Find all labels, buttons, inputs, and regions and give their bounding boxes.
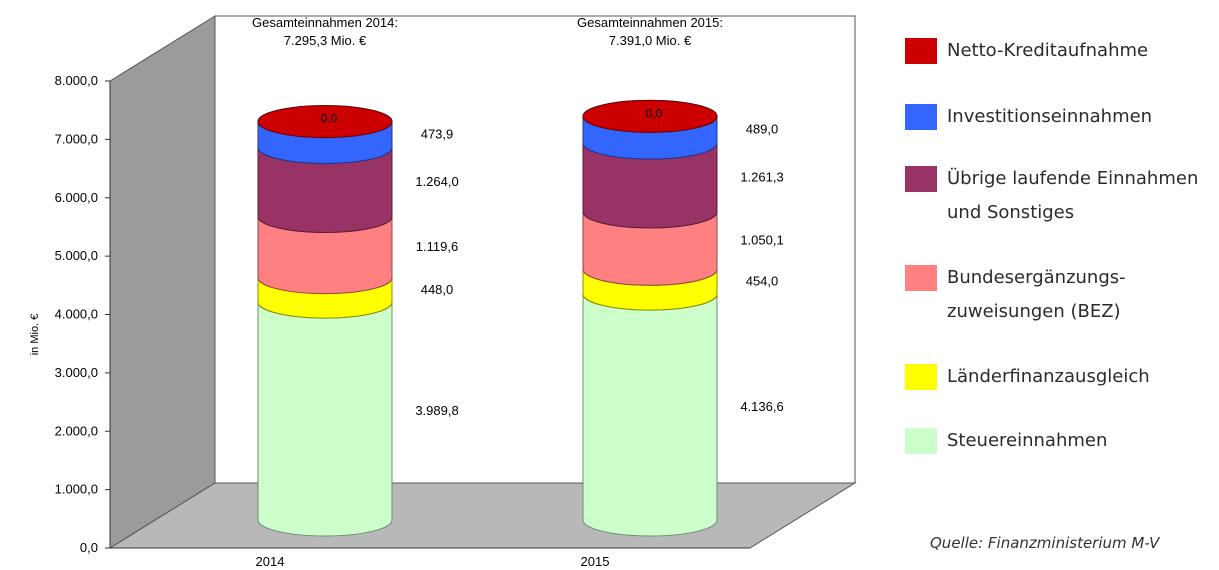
data-label: 1.119,6	[416, 239, 458, 254]
legend-swatch	[905, 428, 937, 454]
bar-segment	[257, 146, 393, 233]
y-tick-label: 4.000,0	[55, 307, 98, 322]
chart-svg: 0,0 1.000,0 2.000,0 3.000,0 4.000,0 5.000,0 6.…	[29, 15, 857, 569]
data-label: 489,0	[746, 122, 779, 137]
legend-item: Netto-Kreditaufnahme	[905, 38, 1219, 68]
y-axis-title: in Mio. €	[29, 314, 41, 356]
data-label: 454,0	[746, 274, 779, 289]
bar-segment	[257, 301, 393, 537]
legend-swatch	[905, 166, 937, 192]
legend-swatch	[905, 38, 937, 64]
total-label-line1: Gesamteinnahmen 2014:	[252, 15, 398, 30]
legend-item: Investitionseinnahmen	[905, 104, 1219, 134]
bar-segment	[582, 211, 718, 286]
source-note: Quelle: Finanzministerium M-V	[930, 534, 1160, 552]
bar-segment	[582, 142, 718, 229]
legend-label: Netto-Kreditaufnahme	[947, 40, 1149, 61]
x-tick-label: 2015	[581, 554, 610, 569]
bar-top-cap	[257, 105, 393, 139]
floor	[108, 482, 857, 549]
legend-item: Steuereinnahmen	[905, 428, 1219, 458]
y-tick-label: 1.000,0	[55, 482, 98, 497]
y-tick-label: 0,0	[80, 540, 98, 555]
legend: Netto-Kreditaufnahme Investitionseinnahme…	[905, 0, 1219, 570]
y-tick-label: 2.000,0	[55, 423, 98, 438]
legend-label: Investitionseinnahmen	[947, 106, 1153, 127]
y-tick-label: 8.000,0	[55, 73, 98, 88]
y-tick-label: 7.000,0	[55, 131, 98, 146]
bar-segment	[582, 293, 718, 537]
legend-item: Bundesergänzungs- zuweisungen (BEZ)	[905, 265, 1219, 329]
data-label: 473,9	[421, 127, 454, 142]
legend-swatch	[905, 265, 937, 291]
legend-swatch	[905, 104, 937, 130]
data-label: 4.136,6	[740, 399, 783, 414]
data-label: 1.050,1	[740, 233, 783, 248]
data-label: 0,0	[646, 106, 663, 120]
x-tick-label: 2014	[256, 554, 285, 569]
legend-label: Länderfinanzausgleich	[947, 366, 1150, 387]
total-label-line2: 7.295,3 Mio. €	[284, 33, 367, 48]
chart: 0,0 1.000,0 2.000,0 3.000,0 4.000,0 5.000,0 6.…	[29, 15, 857, 569]
legend-item: Übrige laufende Einnahmen und Sonstiges	[905, 166, 1219, 230]
data-label: 3.989,8	[415, 403, 458, 418]
legend-label: Steuereinnahmen	[947, 430, 1108, 451]
total-label-line2: 7.391,0 Mio. €	[609, 33, 692, 48]
data-label: 0,0	[321, 112, 338, 126]
total-label-line1: Gesamteinnahmen 2015:	[577, 15, 723, 30]
side-wall	[109, 15, 216, 549]
y-tick-label: 6.000,0	[55, 190, 98, 205]
legend-label: Bundesergänzungs- zuweisungen (BEZ)	[947, 267, 1126, 322]
legend-item: Länderfinanzausgleich	[905, 364, 1219, 394]
data-label: 448,0	[421, 282, 454, 297]
data-label: 1.261,3	[740, 169, 783, 184]
bar-segment	[257, 215, 393, 295]
y-tick-label: 3.000,0	[55, 365, 98, 380]
y-tick-label: 5.000,0	[55, 248, 98, 263]
data-label: 1.264,0	[415, 174, 458, 189]
bar-top-cap	[582, 99, 718, 133]
legend-label: Übrige laufende Einnahmen und Sonstiges	[947, 168, 1199, 223]
legend-swatch	[905, 364, 937, 390]
